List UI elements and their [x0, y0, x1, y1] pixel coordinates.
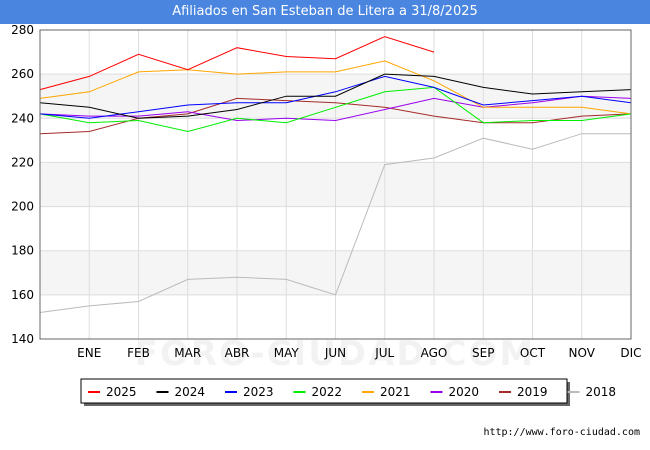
x-tick-label: ENE: [77, 346, 101, 360]
x-tick-label: FEB: [127, 346, 150, 360]
legend-label-2024: 2024: [175, 385, 206, 399]
legend-label-2021: 2021: [380, 385, 411, 399]
legend-label-2018: 2018: [586, 385, 617, 399]
legend: 2025 2024 2023 2022 2021 2020 2019 2018: [80, 378, 616, 406]
series-line-2023: [39, 75, 632, 119]
y-tick-label: 200: [11, 200, 34, 214]
x-tick-label: OCT: [520, 346, 546, 360]
x-tick-label: MAR: [174, 346, 201, 360]
legend-label-2019: 2019: [517, 385, 548, 399]
x-tick-label: MAY: [274, 346, 300, 360]
series-line-2020: [39, 95, 632, 122]
series-lines: [39, 36, 632, 313]
x-axis-ticks: ENE FEB MAR ABR MAY JUN JUL AGO SEP OCT NOV DIC: [77, 346, 641, 360]
y-tick-label: 140: [11, 332, 34, 346]
x-tick-label: JUN: [324, 346, 346, 360]
y-tick-label: 160: [11, 288, 34, 302]
series-line-2024: [39, 73, 632, 119]
x-tick-label: NOV: [569, 346, 596, 360]
legend-label-2020: 2020: [449, 385, 480, 399]
watermark: FORO-CIUDAD.COM: [135, 334, 536, 374]
y-tick-label: 220: [11, 155, 34, 169]
x-tick-label: JUL: [374, 346, 394, 360]
series-line-2018: [39, 133, 631, 313]
source-link[interactable]: http://www.foro-ciudad.com: [483, 427, 640, 438]
x-tick-label: AGO: [421, 346, 448, 360]
y-axis-ticks: 140 160 180 200 220 240 260 280: [11, 23, 34, 346]
series-line-2021: [39, 60, 632, 115]
x-tick-label: DIC: [620, 346, 641, 360]
legend-label-2022: 2022: [312, 385, 343, 399]
legend-label-2023: 2023: [243, 385, 274, 399]
y-tick-label: 240: [11, 111, 34, 125]
series-line-2022: [39, 86, 632, 133]
legend-label-2025: 2025: [106, 385, 137, 399]
y-tick-label: 180: [11, 244, 34, 258]
chart-title: Afiliados en San Esteban de Litera a 31/…: [0, 0, 650, 24]
y-tick-label: 280: [11, 23, 34, 37]
x-tick-label: SEP: [472, 346, 494, 360]
y-tick-label: 260: [11, 67, 34, 81]
series-line-2025: [39, 36, 435, 91]
legend-items: 2025 2024 2023 2022 2021 2020 2019 2018: [88, 385, 616, 399]
x-tick-label: ABR: [225, 346, 250, 360]
plot-border: [39, 29, 632, 340]
